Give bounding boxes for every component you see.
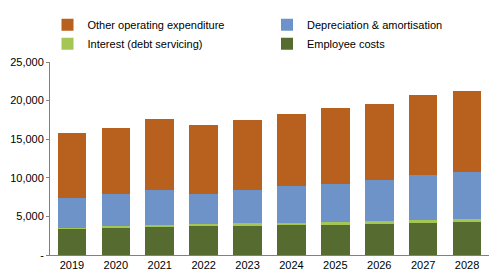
svg-text:Other operating expenditure: Other operating expenditure — [88, 19, 225, 31]
svg-text:2026: 2026 — [367, 259, 391, 271]
svg-text:15,000: 15,000 — [10, 133, 44, 145]
svg-text:2021: 2021 — [148, 259, 172, 271]
svg-text:-: - — [40, 249, 44, 261]
svg-text:25,000: 25,000 — [10, 56, 44, 68]
svg-text:20,000: 20,000 — [10, 94, 44, 106]
svg-text:2025: 2025 — [323, 259, 347, 271]
svg-text:2023: 2023 — [235, 259, 259, 271]
svg-text:2027: 2027 — [411, 259, 435, 271]
svg-text:Employee costs: Employee costs — [307, 38, 385, 50]
svg-text:5,000: 5,000 — [16, 210, 44, 222]
svg-text:2020: 2020 — [104, 259, 128, 271]
svg-text:2028: 2028 — [455, 259, 479, 271]
svg-text:2019: 2019 — [60, 259, 84, 271]
svg-text:Depreciation & amortisation: Depreciation & amortisation — [307, 19, 442, 31]
svg-text:2024: 2024 — [279, 259, 303, 271]
svg-text:Interest (debt servicing): Interest (debt servicing) — [88, 38, 203, 50]
svg-text:10,000: 10,000 — [10, 172, 44, 184]
svg-text:2022: 2022 — [191, 259, 215, 271]
